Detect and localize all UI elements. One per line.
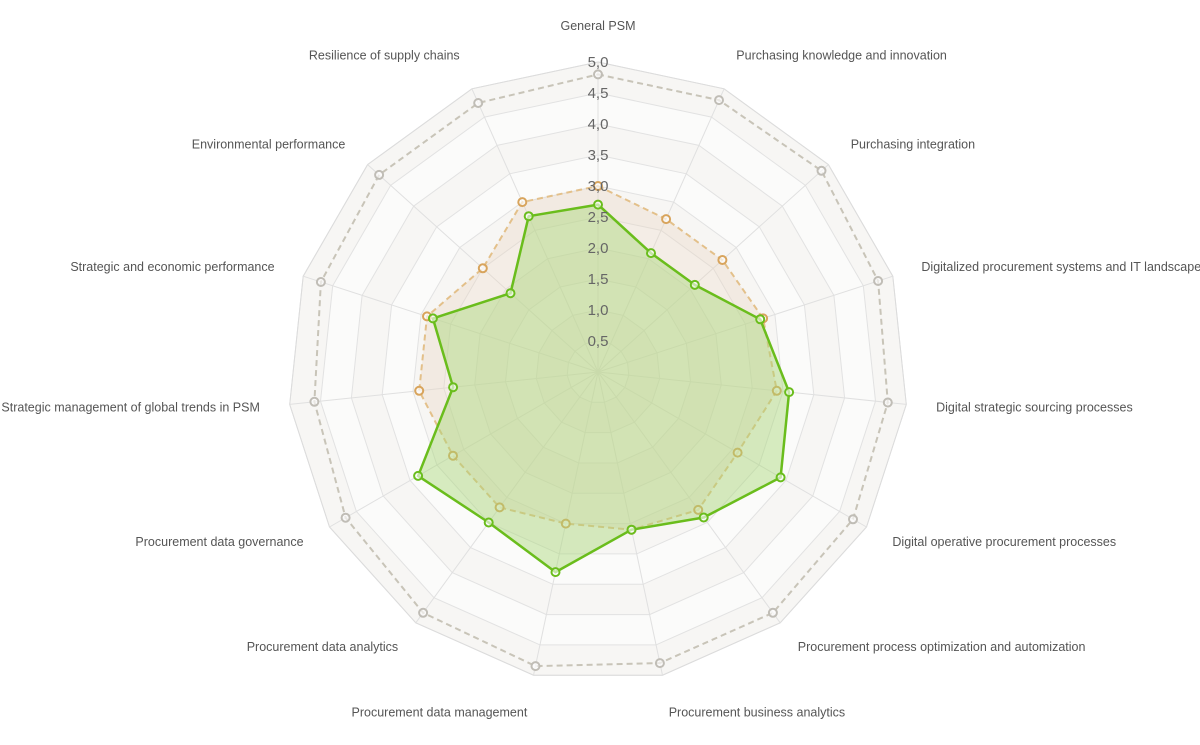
grid-ring: [474, 247, 722, 494]
axis-label: Procurement business analytics: [669, 706, 845, 720]
series-area: [419, 186, 777, 530]
data-point: [714, 95, 724, 106]
grid-spoke: [329, 371, 599, 528]
data-point: [315, 277, 326, 287]
data-point: [473, 98, 484, 108]
axis-label: Strategic management of global trends in…: [1, 401, 259, 415]
axis-label: Purchasing integration: [851, 138, 975, 152]
grid-spoke: [597, 371, 663, 676]
data-point: [646, 248, 656, 259]
tick-label: 4,0: [588, 116, 609, 133]
axis-label: Digital operative procurement processes: [892, 535, 1116, 549]
data-point: [882, 397, 893, 408]
data-point: [816, 165, 827, 176]
data-point: [374, 169, 385, 180]
grid-spoke: [597, 275, 893, 373]
grid-spoke: [597, 371, 781, 624]
data-point: [593, 69, 603, 80]
data-point: [505, 288, 516, 299]
axis-label: Purchasing knowledge and innovation: [736, 48, 947, 62]
axis-label: Digitalized procurement systems and IT l…: [921, 260, 1200, 274]
data-point: [767, 607, 778, 618]
grid-spoke: [415, 371, 599, 624]
data-point: [698, 512, 709, 523]
axis-label: Strategic and economic performance: [70, 260, 274, 274]
axis-label: Procurement data analytics: [247, 640, 398, 654]
data-point: [593, 199, 603, 210]
data-point: [560, 518, 571, 529]
axis-label: Procurement data governance: [135, 535, 303, 549]
data-point: [717, 255, 728, 265]
series-line: [418, 185, 778, 531]
tick-label: 3,0: [588, 178, 609, 195]
grid-spoke: [471, 88, 599, 373]
grid-spoke: [303, 275, 599, 373]
grid-ring: [443, 216, 753, 525]
data-point: [494, 502, 505, 513]
grid-ring: [504, 278, 692, 464]
data-point: [784, 387, 795, 398]
grid-ring: [350, 123, 846, 616]
data-point: [550, 567, 561, 578]
tick-label: 4,5: [588, 85, 609, 102]
grid-ring: [566, 340, 630, 403]
data-point: [732, 447, 743, 458]
data-point: [309, 396, 320, 407]
grid-spoke: [597, 371, 867, 528]
grid-spoke: [597, 164, 829, 373]
data-point: [340, 512, 351, 523]
data-point: [693, 504, 704, 515]
axis-label: Resilience of supply chains: [309, 48, 460, 62]
grid-spoke: [597, 88, 725, 373]
data-point: [427, 313, 438, 324]
grid-spoke: [289, 371, 599, 405]
data-point: [654, 658, 665, 669]
tick-label: 1,0: [588, 302, 609, 319]
data-point: [775, 472, 786, 483]
series-line: [313, 73, 889, 668]
grid-ring: [535, 309, 661, 434]
tick-label: 3,5: [588, 147, 609, 164]
data-point: [689, 279, 700, 290]
series-line: [416, 203, 791, 574]
data-point: [448, 450, 458, 461]
grid-spoke: [597, 371, 907, 405]
data-point: [626, 524, 637, 535]
data-point: [483, 517, 494, 528]
tick-label: 1,5: [588, 271, 609, 288]
data-point: [418, 607, 429, 618]
data-point: [593, 181, 603, 191]
data-point: [448, 382, 459, 393]
data-point: [523, 211, 534, 222]
axis-label: General PSM: [560, 19, 635, 33]
data-point: [530, 661, 541, 672]
data-point: [755, 314, 766, 325]
tick-label: 2,0: [588, 240, 609, 257]
data-point: [414, 385, 425, 396]
grid-ring-outer: [289, 61, 907, 676]
data-point: [413, 470, 424, 481]
axis-label: Procurement data management: [352, 706, 528, 720]
tick-label: 5,0: [588, 54, 609, 71]
grid-ring: [412, 185, 784, 555]
data-point: [771, 385, 782, 396]
grid-ring: [319, 92, 877, 646]
axis-label: Digital strategic sourcing processes: [936, 401, 1133, 415]
data-point: [873, 276, 884, 286]
data-point: [477, 263, 488, 274]
data-point: [848, 514, 858, 525]
axis-label: Procurement process optimization and aut…: [798, 640, 1086, 654]
axis-label: Environmental performance: [192, 138, 346, 152]
tick-label: 2,5: [588, 209, 609, 226]
data-point: [661, 214, 672, 225]
data-point: [517, 197, 528, 208]
tick-label: 0,5: [588, 333, 609, 350]
grid-ring: [381, 154, 815, 585]
